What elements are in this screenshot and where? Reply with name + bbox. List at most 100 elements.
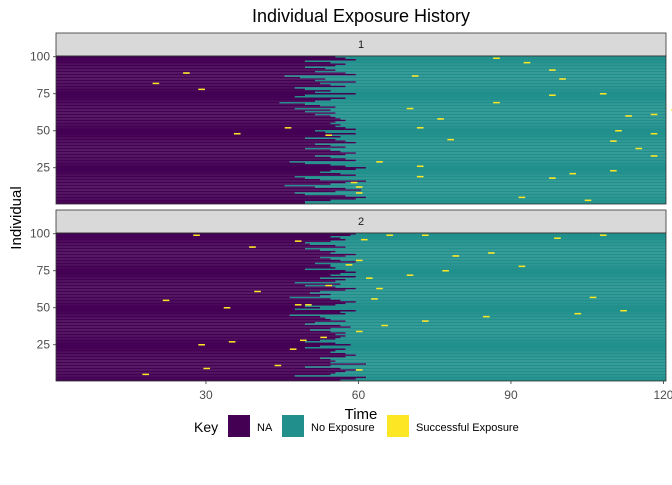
- x-tick-label-0: 30: [199, 388, 213, 402]
- heatmap-row-exposure-2-94: [305, 241, 666, 244]
- heatmap-row-na-1-2: [56, 201, 306, 203]
- heatmap-row-exposure-1-20: [355, 174, 666, 176]
- heatmap-row-na-1-29: [56, 161, 290, 163]
- heatmap-row-exposure-1-40: [330, 144, 666, 147]
- heatmap-row-exposure-1-82: [320, 82, 666, 85]
- successful-exposure-cell-2-32: [249, 246, 256, 248]
- y-tick-label-2-2: 75: [37, 264, 51, 278]
- heatmap-row-na-1-33: [56, 155, 316, 157]
- heatmap-row-na-2-97: [56, 237, 341, 239]
- panel-border-2: [55, 232, 667, 382]
- heatmap-row-na-1-73: [56, 95, 295, 98]
- heatmap-row-na-2-53: [56, 302, 346, 305]
- heatmap-row-na-1-50: [56, 130, 316, 132]
- heatmap-row-na-1-8: [56, 192, 295, 194]
- heatmap-row-na-1-71: [56, 98, 331, 101]
- heatmap-row-exposure-2-28: [320, 339, 666, 342]
- heatmap-row-exposure-2-74: [355, 271, 666, 274]
- heatmap-row-na-1-12: [56, 186, 316, 188]
- heatmap-row-na-1-31: [56, 158, 346, 160]
- successful-exposure-cell-1-33: [411, 75, 419, 77]
- heatmap-row-exposure-1-64: [330, 109, 666, 111]
- heatmap-row-exposure-1-69: [279, 101, 666, 104]
- successful-exposure-cell-1-19: [284, 127, 292, 129]
- heatmap-row-na-2-22: [56, 348, 346, 350]
- heatmap-row-exposure-2-37: [350, 326, 666, 328]
- legend-title: Key: [194, 419, 218, 435]
- heatmap-row-exposure-2-95: [330, 240, 666, 242]
- heatmap-row-na-1-46: [56, 135, 341, 138]
- heatmap-row-exposure-2-22: [345, 348, 666, 350]
- successful-exposure-cell-2-0: [142, 373, 150, 376]
- successful-exposure-cell-1-0: [584, 199, 592, 202]
- heatmap-row-na-1-9: [56, 190, 336, 193]
- legend-key-no-exposure: [282, 415, 304, 437]
- heatmap-row-na-1-22: [56, 171, 321, 173]
- heatmap-row-exposure-2-72: [330, 274, 666, 276]
- heatmap-row-exposure-1-52: [345, 127, 666, 129]
- x-axis: 30 60 90 120: [199, 381, 672, 402]
- heatmap-row-exposure-1-58: [340, 118, 666, 120]
- heatmap-row-na-1-27: [56, 164, 331, 166]
- y-axis-title: Individual: [8, 186, 25, 249]
- x-tick-label-1: 60: [352, 388, 366, 402]
- heatmap-row-exposure-1-16: [366, 180, 666, 182]
- heatmap-row-exposure-1-32: [330, 156, 666, 159]
- heatmap-row-exposure-1-15: [345, 181, 666, 184]
- heatmap-cells-panel-1: [56, 56, 672, 205]
- heatmap-row-exposure-1-60: [330, 115, 666, 117]
- heatmap-row-na-2-33: [56, 332, 346, 334]
- heatmap-row-na-2-67: [56, 281, 295, 284]
- heatmap-row-na-2-18: [56, 354, 356, 356]
- heatmap-row-exposure-1-14: [330, 183, 666, 185]
- heatmap-row-exposure-2-33: [345, 332, 666, 334]
- heatmap-row-exposure-1-70: [315, 100, 666, 102]
- heatmap-row-na-1-35: [56, 152, 356, 154]
- heatmap-row-exposure-1-88: [355, 73, 666, 76]
- heatmap-row-exposure-2-65: [305, 284, 666, 287]
- successful-exposure-cell-1-16: [615, 130, 622, 132]
- successful-exposure-cell-2-26: [442, 270, 449, 272]
- heatmap-row-na-1-26: [56, 165, 346, 168]
- successful-exposure-cell-2-9: [355, 330, 363, 333]
- heatmap-row-na-1-39: [56, 146, 346, 148]
- heatmap-row-na-2-86: [56, 253, 356, 256]
- facet-strip-label-1: 1: [358, 39, 364, 51]
- heatmap-row-exposure-2-38: [340, 324, 666, 327]
- heatmap-row-na-1-20: [56, 174, 356, 176]
- heatmap-row-na-2-81: [56, 261, 356, 263]
- successful-exposure-cell-1-18: [233, 132, 241, 135]
- heatmap-row-exposure-2-57: [289, 296, 666, 299]
- heatmap-row-na-1-10: [56, 189, 361, 191]
- heatmap-row-exposure-1-41: [315, 143, 666, 145]
- heatmap-row-exposure-2-80: [315, 262, 666, 265]
- heatmap-row-na-1-93: [56, 66, 306, 68]
- heatmap-row-na-1-32: [56, 156, 331, 159]
- heatmap-row-na-2-72: [56, 274, 331, 276]
- heatmap-row-exposure-2-47: [340, 311, 666, 313]
- successful-exposure-cell-2-22: [376, 287, 383, 290]
- heatmap-row-na-2-69: [56, 278, 346, 281]
- heatmap-row-exposure-2-1: [340, 379, 666, 382]
- heatmap-row-na-2-74: [56, 271, 356, 274]
- heatmap-row-exposure-2-25: [350, 344, 666, 346]
- heatmap-row-na-1-38: [56, 147, 306, 150]
- heatmap-row-na-1-96: [56, 61, 331, 64]
- heatmap-row-na-2-88: [56, 250, 336, 253]
- heatmap-row-na-1-59: [56, 116, 336, 119]
- heatmap-row-na-1-60: [56, 115, 331, 117]
- heatmap-row-exposure-2-69: [345, 278, 666, 281]
- heatmap-row-na-1-17: [56, 178, 321, 181]
- heatmap-row-na-2-3: [56, 376, 367, 379]
- successful-exposure-cell-2-19: [371, 298, 378, 300]
- heatmap-row-exposure-1-28: [305, 162, 666, 165]
- heatmap-row-na-2-32: [56, 333, 336, 336]
- heatmap-row-exposure-2-29: [335, 338, 666, 340]
- legend-label-no-exposure: No Exposure: [311, 422, 375, 434]
- heatmap-row-exposure-1-22: [320, 171, 666, 173]
- successful-exposure-cell-1-2: [355, 192, 363, 194]
- heatmap-row-na-1-95: [56, 63, 346, 65]
- heatmap-row-na-1-53: [56, 125, 336, 128]
- x-tick-label-3: 120: [653, 388, 672, 402]
- heatmap-row-na-2-1: [56, 379, 341, 382]
